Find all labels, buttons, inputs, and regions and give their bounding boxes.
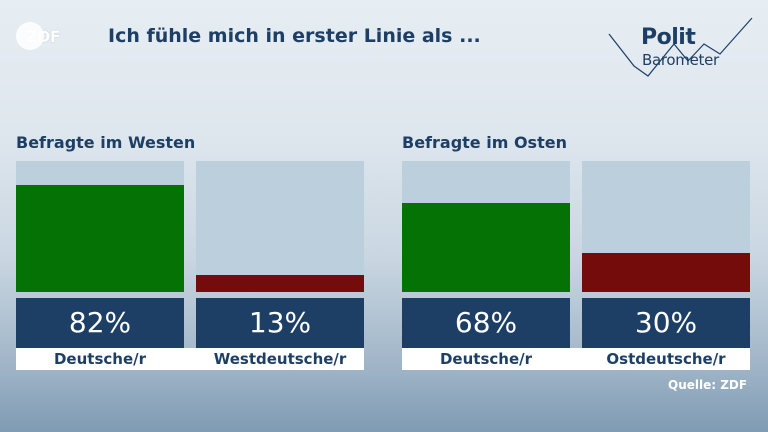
bar-west-westdeutsche	[196, 161, 364, 292]
category-label: Westdeutsche/r	[196, 348, 364, 370]
bar-ost-ostdeutsche	[582, 161, 750, 292]
bar-fill	[196, 274, 364, 292]
source-label: Quelle: ZDF	[668, 378, 748, 392]
category-label: Deutsche/r	[16, 348, 184, 370]
bar-ost-deutsche	[402, 161, 570, 292]
category-label: Deutsche/r	[402, 348, 570, 370]
category-label: Ostdeutsche/r	[582, 348, 750, 370]
bar-fill	[582, 252, 750, 292]
value-label: 13%	[196, 298, 364, 348]
bar-fill	[402, 202, 570, 292]
page-title: Ich fühle mich in erster Linie als ...	[108, 25, 481, 47]
brand-line-1: Polit	[641, 25, 696, 50]
label-gap	[570, 348, 582, 370]
value-label: 68%	[402, 298, 570, 348]
bar-west-deutsche	[16, 161, 184, 292]
group-label-west: Befragte im Westen	[16, 133, 196, 152]
politbarometer-zigzag-icon	[608, 17, 753, 77]
value-label: 30%	[582, 298, 750, 348]
group-label-ost: Befragte im Osten	[402, 133, 567, 152]
bar-fill	[16, 184, 184, 292]
politbarometer-logo: Polit Barometer	[604, 14, 754, 86]
brand-line-2: Barometer	[642, 51, 719, 69]
label-gap	[184, 348, 196, 370]
zdf-logo: ZDF	[16, 22, 61, 50]
zdf-logo-circle	[16, 22, 44, 50]
value-label: 82%	[16, 298, 184, 348]
